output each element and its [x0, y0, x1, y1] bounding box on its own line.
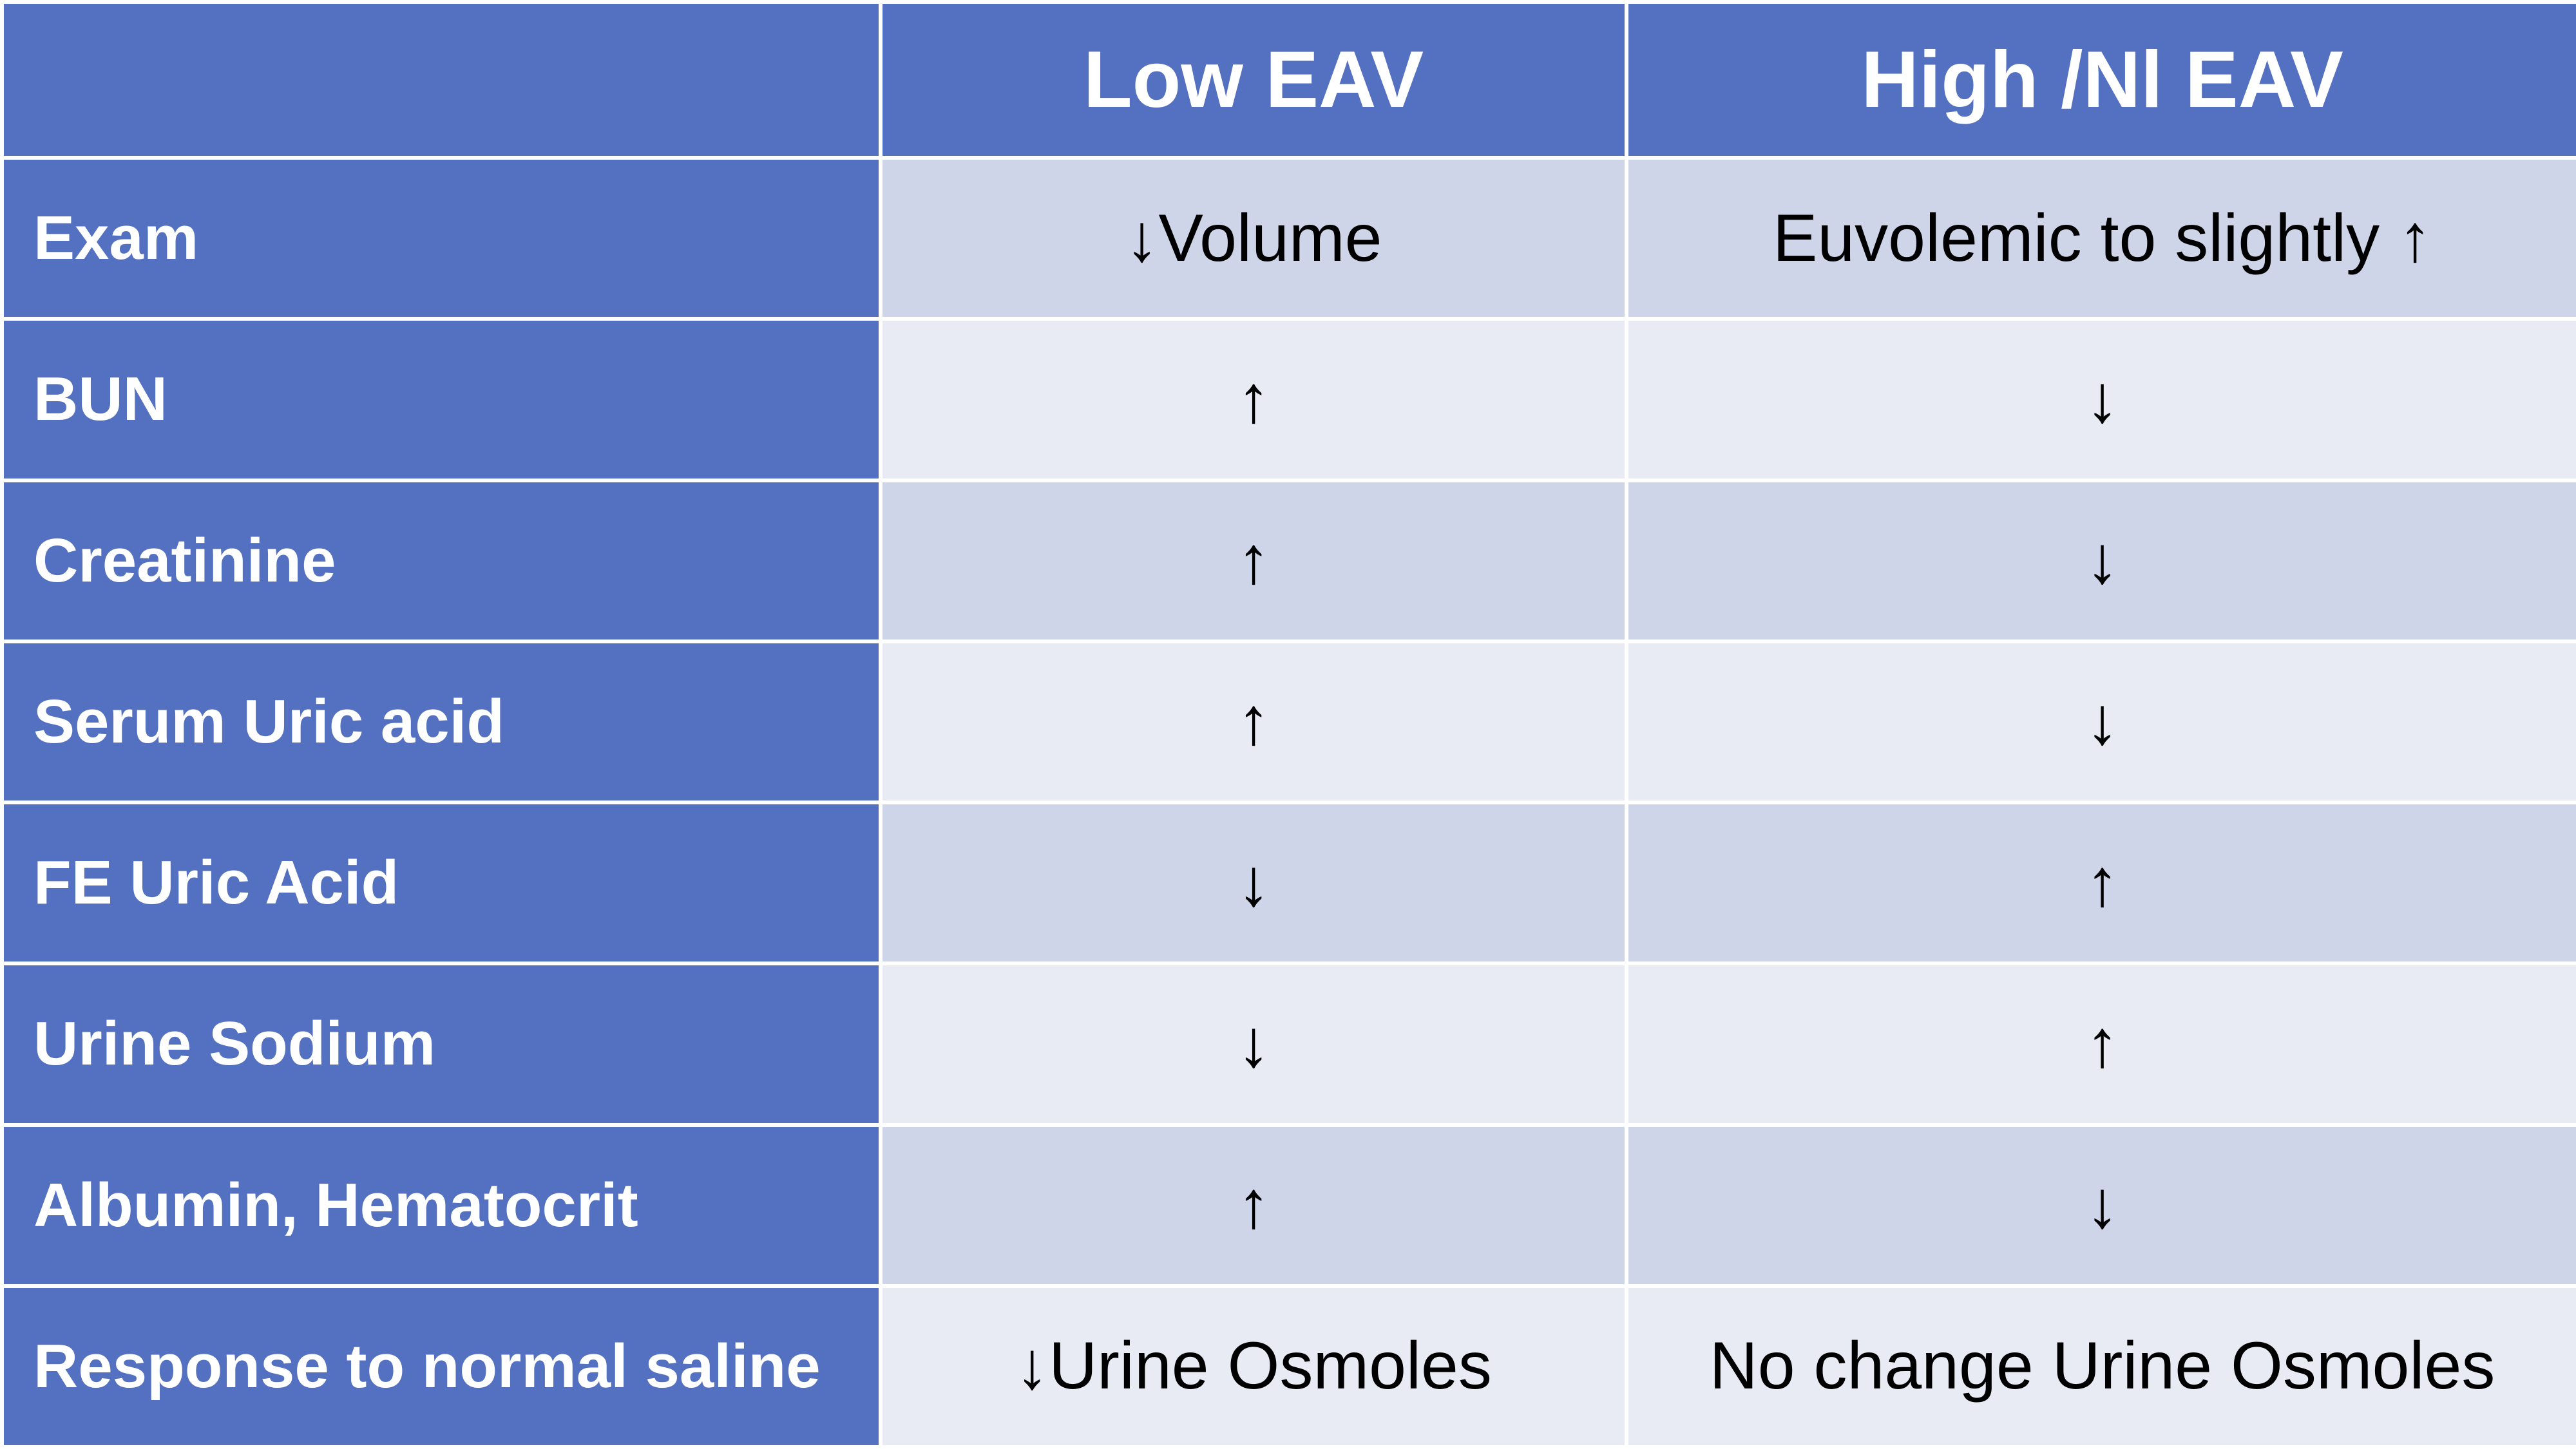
header-corner	[0, 0, 883, 160]
cell: No change Urine Osmoles	[1625, 1283, 2576, 1449]
cell: ↓Volume	[879, 155, 1628, 321]
row-label: Albumin, Hematocrit	[0, 1122, 883, 1288]
header-cell: High /Nl EAV	[1625, 0, 2576, 160]
table-row: Creatinine ↑ ↓	[0, 478, 2576, 643]
table-row: Albumin, Hematocrit ↑ ↓	[0, 1122, 2576, 1288]
cell: Euvolemic to slightly ↑	[1625, 155, 2576, 321]
cell: ↑	[879, 1122, 1628, 1288]
cell: ↑	[879, 317, 1628, 482]
cell: ↓	[879, 961, 1628, 1127]
table-row: Serum Uric acid ↑ ↓	[0, 639, 2576, 805]
row-label: Creatinine	[0, 478, 883, 643]
cell: ↓Urine Osmoles	[879, 1283, 1628, 1449]
row-label: Urine Sodium	[0, 961, 883, 1127]
cell: ↑	[1625, 800, 2576, 966]
cell: ↓	[1625, 639, 2576, 805]
header-cell: Low EAV	[879, 0, 1628, 160]
table-row: Exam ↓Volume Euvolemic to slightly ↑	[0, 155, 2576, 321]
row-label: Serum Uric acid	[0, 639, 883, 805]
cell: ↓	[1625, 478, 2576, 643]
table-row: BUN ↑ ↓	[0, 317, 2576, 482]
row-label: FE Uric Acid	[0, 800, 883, 966]
cell: ↑	[879, 478, 1628, 643]
cell: ↓	[1625, 317, 2576, 482]
cell: ↓	[879, 800, 1628, 966]
table-row: Response to normal saline ↓Urine Osmoles N…	[0, 1283, 2576, 1449]
table-body: Exam ↓Volume Euvolemic to slightly ↑ BUN ↑ ↓ C…	[0, 155, 2576, 1449]
row-label: Response to normal saline	[0, 1283, 883, 1449]
table-row: Urine Sodium ↓ ↑	[0, 961, 2576, 1127]
table-row: FE Uric Acid ↓ ↑	[0, 800, 2576, 966]
cell: ↓	[1625, 1122, 2576, 1288]
cell: ↑	[1625, 961, 2576, 1127]
header-row: Low EAV High /Nl EAV	[0, 0, 2576, 160]
row-label: Exam	[0, 155, 883, 321]
row-label: BUN	[0, 317, 883, 482]
cell: ↑	[879, 639, 1628, 805]
